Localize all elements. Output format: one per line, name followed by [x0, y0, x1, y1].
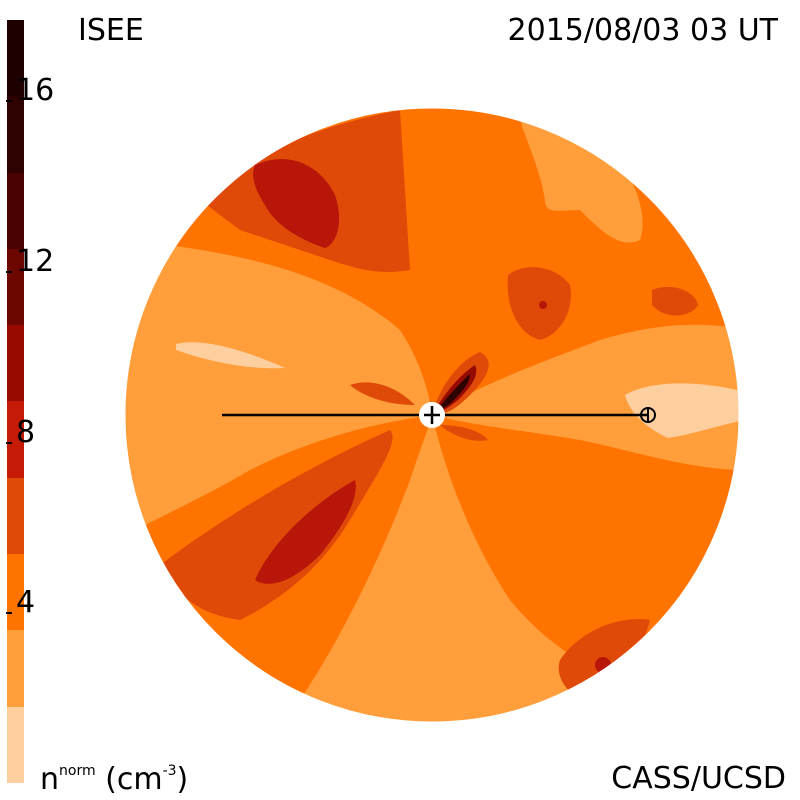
credit-label: CASS/UCSD	[611, 761, 786, 796]
contour-region	[652, 286, 698, 316]
disk-edge	[124, 107, 740, 723]
units-label: nnorm (cm-3)	[40, 764, 188, 795]
units-exp: -3	[162, 763, 177, 779]
contour-region	[176, 342, 285, 369]
contour-region	[253, 159, 340, 248]
units-paren: (cm	[105, 762, 163, 797]
timestamp-label: 2015/08/03 03 UT	[507, 13, 778, 48]
contour-region	[125, 240, 432, 540]
colorbar-tick-mark	[6, 612, 12, 614]
colorbar	[7, 20, 24, 783]
contour-region	[255, 480, 356, 584]
units-base: n	[40, 762, 60, 797]
colorbar-segment	[7, 554, 24, 631]
colorbar-segment	[7, 401, 24, 478]
colorbar-tick-mark	[6, 442, 12, 444]
colorbar-segment	[7, 477, 24, 555]
contour-region	[625, 383, 739, 438]
source-label: ISEE	[78, 13, 144, 48]
units-close: )	[176, 762, 189, 797]
contour-region	[440, 425, 488, 441]
colorbar-tick-12: 12	[16, 244, 55, 279]
colorbar-segment	[7, 172, 24, 249]
contour-region	[434, 374, 470, 414]
colorbar-segment	[7, 325, 24, 402]
colorbar-segment	[7, 96, 24, 173]
colorbar-segment	[7, 248, 24, 326]
colorbar-tick-mark	[6, 271, 12, 273]
contour-region	[595, 657, 611, 673]
colorbar-segment	[7, 706, 24, 783]
contour-region	[160, 430, 393, 620]
units-sup: norm	[59, 763, 96, 779]
contour-region	[350, 382, 415, 405]
colorbar-segment	[7, 20, 24, 97]
colorbar-segment	[7, 630, 24, 707]
colorbar-tick-mark	[6, 100, 12, 102]
colorbar-tick-8: 8	[16, 415, 36, 450]
colorbar-tick-4: 4	[16, 585, 36, 620]
colorbar-tick-16: 16	[16, 73, 55, 108]
contour-region	[539, 301, 547, 309]
